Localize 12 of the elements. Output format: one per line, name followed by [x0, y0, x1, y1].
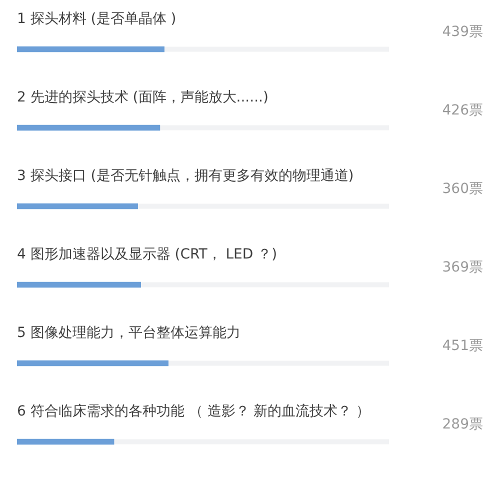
- y-tick-label: 3 探头接口 (是否无针触点，拥有更多有效的物理通道): [17, 168, 354, 184]
- data-label: 369票: [442, 259, 483, 276]
- y-tick-label: 4 图形加速器以及显示器 (CRT， LED ？): [17, 246, 278, 262]
- data-label: 426票: [442, 102, 483, 118]
- y-tick-label: 5 图像处理能力，平台整体运算能力: [17, 324, 240, 341]
- data-label: 451票: [442, 338, 483, 354]
- y-tick-label: 6 符合临床需求的各种功能 （ 造影？ 新的血流技术？ ）: [17, 403, 370, 420]
- y-tick-label: 2 先进的探头技术 (面阵，声能放大......): [17, 89, 268, 106]
- data-label: 360票: [442, 180, 483, 197]
- y-tick-label: 1 探头材料 (是否单晶体 ): [17, 10, 176, 27]
- data-label: 289票: [442, 416, 483, 432]
- data-label: 439票: [442, 24, 483, 40]
